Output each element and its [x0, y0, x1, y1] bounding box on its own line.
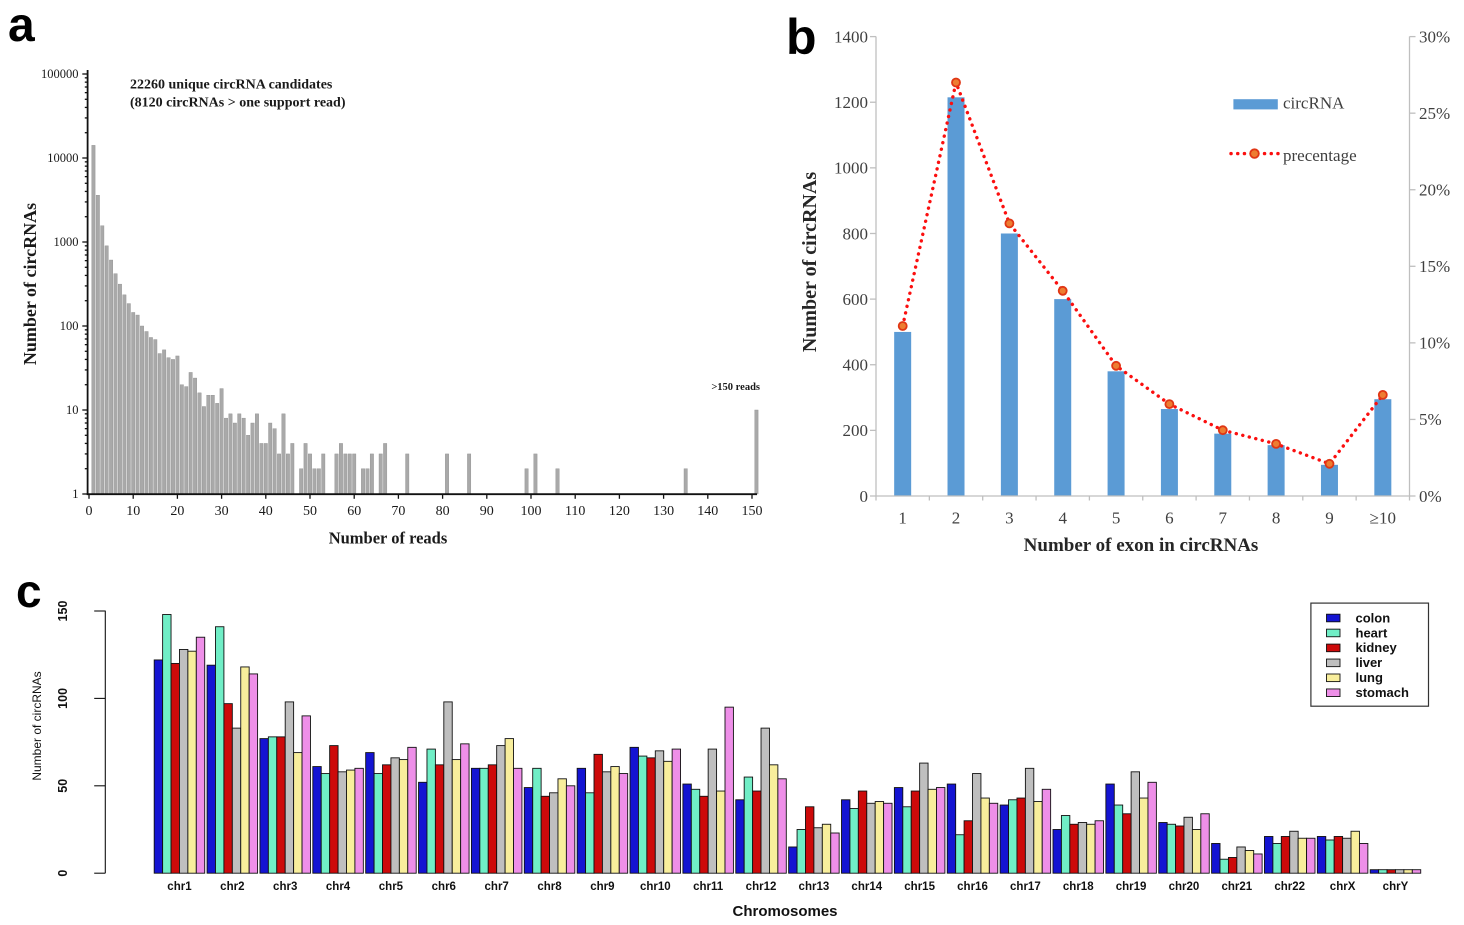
svg-text:precentage: precentage: [1283, 146, 1357, 165]
svg-text:>150 reads: >150 reads: [711, 382, 760, 393]
svg-text:100: 100: [56, 688, 70, 709]
svg-text:200: 200: [843, 421, 869, 440]
svg-text:110: 110: [565, 504, 585, 519]
svg-text:140: 140: [697, 504, 718, 519]
svg-text:chr3: chr3: [273, 881, 297, 893]
svg-text:chr1: chr1: [167, 881, 192, 893]
svg-text:3: 3: [1005, 509, 1014, 528]
svg-text:130: 130: [653, 504, 674, 519]
svg-text:stomach: stomach: [1356, 685, 1410, 700]
svg-text:liver: liver: [1356, 655, 1383, 670]
svg-text:30: 30: [215, 504, 229, 519]
svg-text:50: 50: [56, 779, 70, 793]
svg-text:8: 8: [1272, 509, 1281, 528]
svg-text:chr19: chr19: [1116, 881, 1147, 893]
svg-text:10: 10: [66, 403, 79, 417]
svg-text:Number of exon in circRNAs: Number of exon in circRNAs: [1024, 535, 1259, 556]
svg-text:5%: 5%: [1419, 410, 1442, 429]
svg-text:1000: 1000: [834, 159, 868, 178]
svg-text:chr4: chr4: [326, 881, 351, 893]
svg-text:Number of circRNAs: Number of circRNAs: [20, 203, 40, 365]
svg-text:30%: 30%: [1419, 27, 1450, 46]
svg-text:20: 20: [170, 504, 184, 519]
svg-text:800: 800: [843, 224, 869, 243]
svg-text:600: 600: [843, 290, 869, 309]
svg-text:10: 10: [126, 504, 140, 519]
svg-text:chr8: chr8: [537, 881, 562, 893]
svg-text:chr7: chr7: [485, 881, 509, 893]
svg-text:400: 400: [843, 356, 869, 375]
svg-text:Number of circRNAs: Number of circRNAs: [30, 671, 44, 780]
svg-text:100: 100: [60, 319, 79, 333]
svg-text:70: 70: [391, 504, 405, 519]
svg-text:chr9: chr9: [590, 881, 614, 893]
svg-text:kidney: kidney: [1356, 640, 1398, 655]
svg-text:chr22: chr22: [1274, 881, 1305, 893]
svg-text:150: 150: [742, 504, 763, 519]
svg-text:15%: 15%: [1419, 257, 1450, 276]
svg-text:lung: lung: [1356, 670, 1383, 685]
svg-text:chr14: chr14: [851, 881, 882, 893]
svg-text:a: a: [8, 0, 35, 52]
svg-text:7: 7: [1219, 509, 1228, 528]
svg-text:10%: 10%: [1419, 334, 1450, 353]
svg-text:1000: 1000: [54, 235, 79, 249]
svg-text:(8120 circRNAs > one support r: (8120 circRNAs > one support read): [130, 96, 346, 111]
svg-text:colon: colon: [1356, 610, 1391, 625]
svg-text:9: 9: [1325, 509, 1334, 528]
svg-text:chr15: chr15: [904, 881, 935, 893]
svg-text:90: 90: [480, 504, 494, 519]
svg-text:80: 80: [436, 504, 450, 519]
svg-text:chr11: chr11: [693, 881, 724, 893]
svg-text:22260 unique circRNA candidate: 22260 unique circRNA candidates: [130, 78, 333, 93]
svg-text:0: 0: [56, 870, 70, 877]
svg-text:100000: 100000: [41, 67, 79, 81]
svg-text:150: 150: [56, 601, 70, 622]
svg-text:chr17: chr17: [1010, 881, 1041, 893]
svg-text:0: 0: [86, 504, 93, 519]
svg-text:10000: 10000: [47, 151, 78, 165]
svg-text:chr5: chr5: [379, 881, 404, 893]
svg-text:1200: 1200: [834, 93, 868, 112]
svg-text:Number of circRNAs: Number of circRNAs: [799, 172, 821, 353]
svg-text:Number of reads: Number of reads: [329, 529, 448, 548]
svg-text:2: 2: [952, 509, 961, 528]
svg-text:6: 6: [1165, 509, 1174, 528]
svg-text:circRNA: circRNA: [1283, 94, 1345, 113]
svg-text:chrY: chrY: [1383, 881, 1409, 893]
svg-text:60: 60: [347, 504, 361, 519]
svg-text:b: b: [786, 9, 817, 65]
svg-text:chr16: chr16: [957, 881, 988, 893]
svg-text:25%: 25%: [1419, 104, 1450, 123]
svg-text:c: c: [16, 565, 42, 617]
svg-text:≥10: ≥10: [1370, 509, 1396, 528]
svg-text:40: 40: [259, 504, 273, 519]
svg-text:4: 4: [1058, 509, 1067, 528]
svg-text:50: 50: [303, 504, 317, 519]
svg-text:chr10: chr10: [640, 881, 671, 893]
svg-text:heart: heart: [1356, 625, 1388, 640]
svg-text:1: 1: [898, 509, 907, 528]
svg-text:chr12: chr12: [746, 881, 777, 893]
svg-text:Chromosomes: Chromosomes: [732, 903, 837, 920]
svg-text:20%: 20%: [1419, 181, 1450, 200]
svg-text:0: 0: [860, 487, 869, 506]
svg-text:1400: 1400: [834, 27, 868, 46]
svg-text:chrX: chrX: [1330, 881, 1356, 893]
svg-text:chr21: chr21: [1222, 881, 1253, 893]
svg-text:chr2: chr2: [220, 881, 244, 893]
svg-text:0%: 0%: [1419, 487, 1442, 506]
svg-text:5: 5: [1112, 509, 1121, 528]
svg-text:1: 1: [72, 487, 78, 501]
svg-text:120: 120: [609, 504, 630, 519]
svg-text:100: 100: [521, 504, 542, 519]
svg-text:chr6: chr6: [432, 881, 456, 893]
svg-text:chr13: chr13: [799, 881, 830, 893]
svg-text:chr18: chr18: [1063, 881, 1094, 893]
svg-text:chr20: chr20: [1169, 881, 1200, 893]
